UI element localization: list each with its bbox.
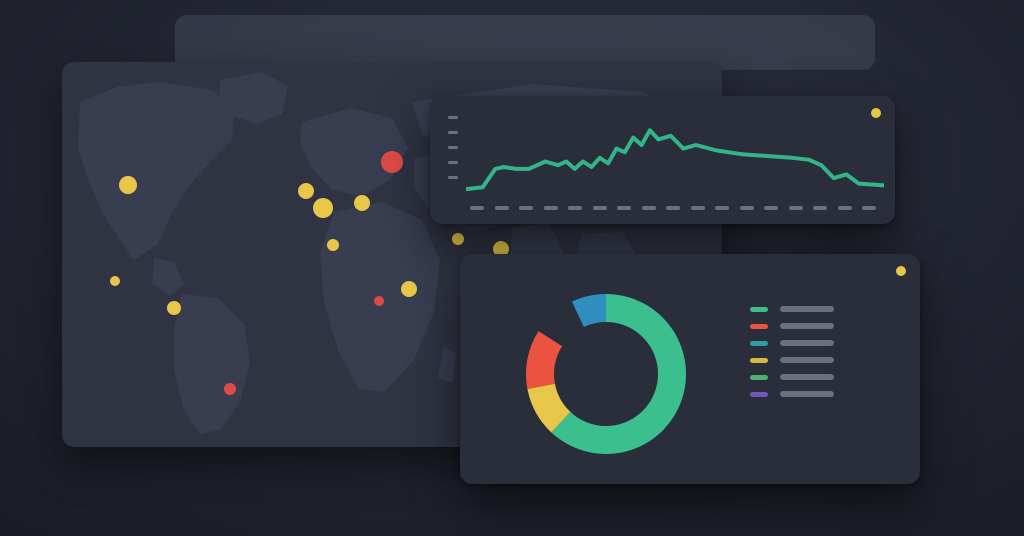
legend-bar xyxy=(780,357,834,363)
legend-row xyxy=(750,374,834,380)
donut-chart xyxy=(460,254,760,484)
x-tick xyxy=(666,206,680,210)
x-tick xyxy=(519,206,533,210)
legend-row xyxy=(750,306,834,312)
map-marker xyxy=(327,239,339,251)
x-tick xyxy=(544,206,558,210)
map-marker xyxy=(381,151,403,173)
legend-swatch xyxy=(750,324,768,329)
y-tick xyxy=(448,176,458,179)
x-tick xyxy=(593,206,607,210)
donut-legend xyxy=(750,306,834,408)
y-tick xyxy=(448,116,458,119)
legend-bar xyxy=(780,306,834,312)
x-tick xyxy=(789,206,803,210)
donut-segment xyxy=(526,331,562,389)
line-chart xyxy=(466,110,884,202)
x-tick xyxy=(568,206,582,210)
legend-swatch xyxy=(750,392,768,397)
legend-bar xyxy=(780,374,834,380)
y-tick xyxy=(448,161,458,164)
x-tick xyxy=(495,206,509,210)
legend-row xyxy=(750,340,834,346)
status-dot-icon xyxy=(896,266,906,276)
legend-swatch xyxy=(750,358,768,363)
map-marker xyxy=(401,281,417,297)
legend-row xyxy=(750,391,834,397)
donut-segment xyxy=(572,294,606,327)
legend-swatch xyxy=(750,307,768,312)
donut-segment xyxy=(551,294,686,454)
x-tick xyxy=(838,206,852,210)
map-marker xyxy=(354,195,370,211)
y-tick xyxy=(448,131,458,134)
legend-swatch xyxy=(750,375,768,380)
x-tick xyxy=(617,206,631,210)
map-marker xyxy=(452,233,464,245)
map-marker xyxy=(374,296,384,306)
legend-row xyxy=(750,323,834,329)
x-tick xyxy=(862,206,876,210)
x-tick xyxy=(691,206,705,210)
legend-bar xyxy=(780,391,834,397)
x-tick xyxy=(813,206,827,210)
x-tick xyxy=(764,206,778,210)
legend-row xyxy=(750,357,834,363)
map-marker xyxy=(313,198,333,218)
legend-bar xyxy=(780,323,834,329)
donut-chart-card xyxy=(460,254,920,484)
x-tick xyxy=(740,206,754,210)
x-tick xyxy=(642,206,656,210)
legend-swatch xyxy=(750,341,768,346)
line-chart-card xyxy=(430,96,895,224)
y-tick xyxy=(448,146,458,149)
legend-bar xyxy=(780,340,834,346)
x-tick xyxy=(470,206,484,210)
x-tick xyxy=(715,206,729,210)
